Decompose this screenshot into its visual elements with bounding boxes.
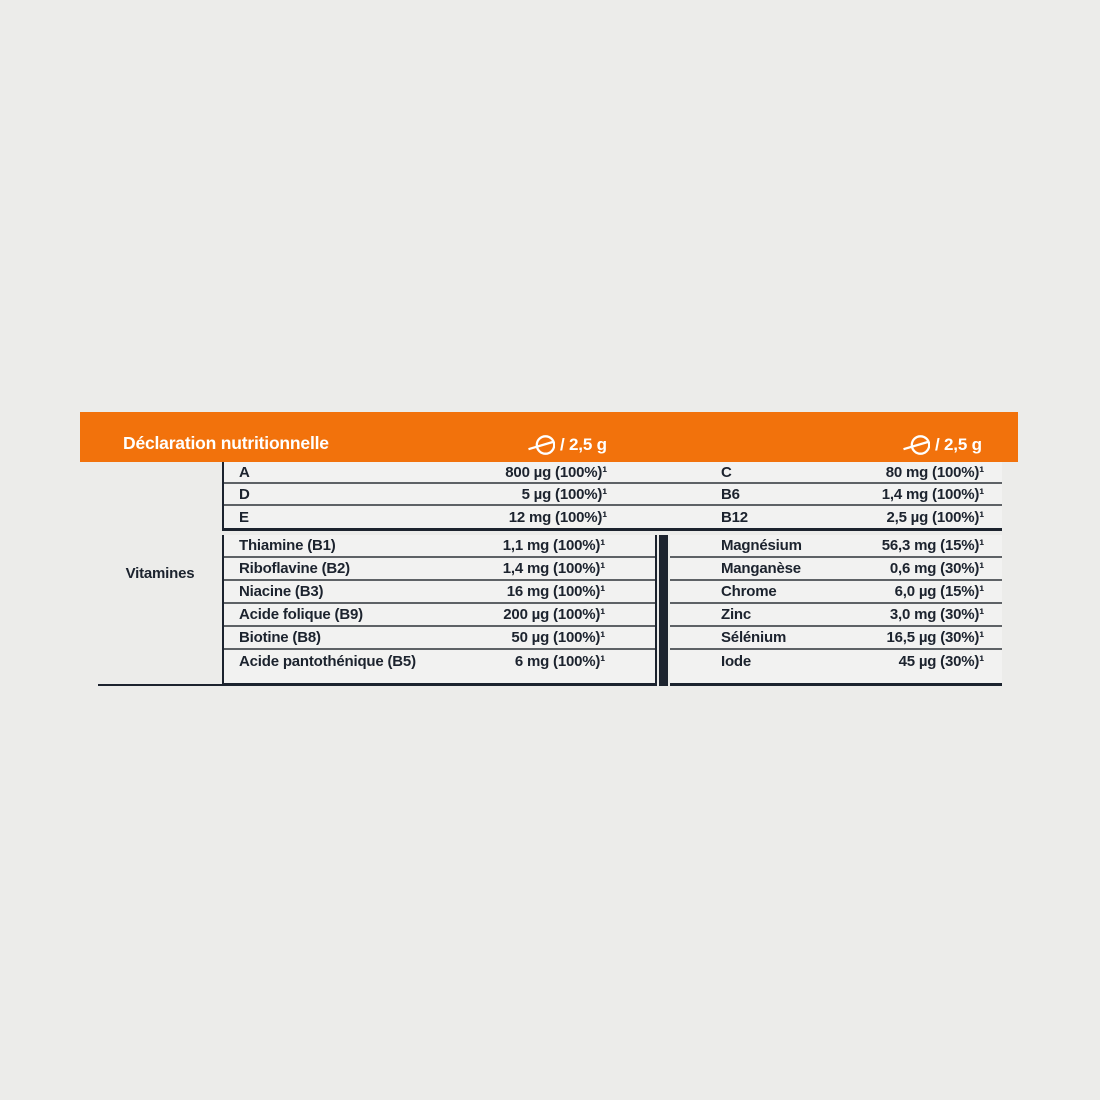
nutrient-value: 16 mg (100%)¹ [506,583,605,600]
table-row: Iode 45 µg (30%)¹ [670,650,1002,673]
header-title: Déclaration nutritionnelle [123,433,329,453]
vitamins-table-top: A 800 µg (100%)¹ C 80 mg (100%)¹ D 5 µg … [222,462,1002,531]
nutrient-label: Acide folique (B9) [239,606,363,623]
nutrient-value: 45 µg (30%)¹ [898,653,985,670]
group-label-text: Vitamines [125,564,195,582]
table-row: Sélénium 16,5 µg (30%)¹ [670,627,1002,650]
nutrient-value: 1,1 mg (100%)¹ [502,537,605,554]
nutrient-value: 80 mg (100%)¹ [885,463,984,481]
nutrient-label: Riboflavine (B2) [239,560,350,577]
table-row: Acide pantothénique (B5) 6 mg (100%)¹ [224,650,655,673]
nutrient-value: 800 µg (100%)¹ [505,463,607,481]
serving-size-text: / 2,5 g [935,435,982,454]
nutrient-value: 16,5 µg (30%)¹ [886,629,984,646]
scoop-icon [903,435,930,455]
nutrient-label: Zinc [721,606,752,623]
table-row: Biotine (B8) 50 µg (100%)¹ [224,627,655,650]
serving-size-right: / 2,5 g [903,434,982,456]
vitamins-minerals-section: Thiamine (B1) 1,1 mg (100%)¹ Riboflavine… [222,535,1002,686]
serving-size-text: / 2,5 g [560,435,607,454]
nutrient-value: 1,4 mg (100%)¹ [881,485,984,503]
nutrient-label: B6 [721,485,740,503]
nutrient-value: 12 mg (100%)¹ [508,508,607,526]
table-row: E 12 mg (100%)¹ B12 2,5 µg (100%)¹ [224,506,1002,528]
nutrient-value: 56,3 mg (15%)¹ [881,537,984,554]
serving-size-left: / 2,5 g [528,434,607,456]
nutrient-label: Manganèse [721,560,801,577]
nutrient-label: D [239,485,250,503]
minerals-table: Magnésium 56,3 mg (15%)¹ Manganèse 0,6 m… [670,535,1002,686]
nutrient-value: 2,5 µg (100%)¹ [886,508,984,526]
nutrient-label: A [239,463,250,481]
table-row: D 5 µg (100%)¹ B6 1,4 mg (100%)¹ [224,484,1002,506]
nutrient-label: Chrome [721,583,777,600]
table-row: A 800 µg (100%)¹ C 80 mg (100%)¹ [224,462,1002,484]
nutrient-label: Sélénium [721,629,787,646]
nutrient-label: Biotine (B8) [239,629,321,646]
nutrient-label: Niacine (B3) [239,583,324,600]
scoop-icon [528,435,555,455]
nutrient-label: Acide pantothénique (B5) [239,653,416,670]
header-bar: Déclaration nutritionnelle / 2,5 g / 2,5… [80,412,1018,462]
table-row: Riboflavine (B2) 1,4 mg (100%)¹ [224,558,655,581]
table-row: Manganèse 0,6 mg (30%)¹ [670,558,1002,581]
table-row: Niacine (B3) 16 mg (100%)¹ [224,581,655,604]
nutrient-label: C [721,463,732,481]
table-row: Zinc 3,0 mg (30%)¹ [670,604,1002,627]
nutrient-label: E [239,508,249,526]
nutrient-value: 5 µg (100%)¹ [521,485,608,503]
b-vitamins-table: Thiamine (B1) 1,1 mg (100%)¹ Riboflavine… [222,535,657,686]
table-row: Thiamine (B1) 1,1 mg (100%)¹ [224,535,655,558]
nutrient-value: 1,4 mg (100%)¹ [502,560,605,577]
table-row: Magnésium 56,3 mg (15%)¹ [670,535,1002,558]
nutrient-value: 0,6 mg (30%)¹ [889,560,984,577]
nutrient-label: Iode [721,653,752,670]
table-row: Acide folique (B9) 200 µg (100%)¹ [224,604,655,627]
row-group-label-vitamines: Vitamines [98,462,222,686]
nutrient-value: 3,0 mg (30%)¹ [889,606,984,623]
nutrient-value: 6,0 µg (15%)¹ [894,583,985,600]
nutrient-label: Magnésium [721,537,802,554]
nutrient-label: Thiamine (B1) [239,537,336,554]
section-divider-bar [659,535,668,686]
nutrient-value: 6 mg (100%)¹ [514,653,605,670]
nutrient-value: 50 µg (100%)¹ [511,629,605,646]
nutrient-value: 200 µg (100%)¹ [503,606,605,623]
nutrient-label: B12 [721,508,748,526]
table-row: Chrome 6,0 µg (15%)¹ [670,581,1002,604]
